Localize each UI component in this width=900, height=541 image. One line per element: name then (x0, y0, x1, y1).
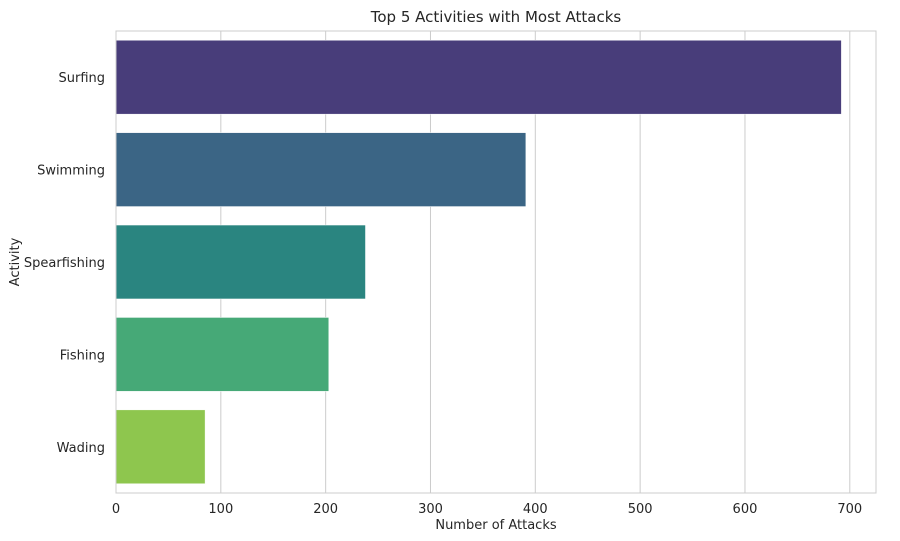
y-tick-label: Spearfishing (24, 256, 105, 271)
bar-wading (115, 409, 206, 485)
y-axis-title: Activity (8, 237, 23, 286)
x-tick-label: 100 (208, 502, 233, 517)
bar-surfing (115, 39, 842, 115)
y-tick-label: Fishing (60, 348, 105, 363)
x-tick-label: 0 (112, 502, 120, 517)
y-tick-labels: Surfing Swimming Spearfishing Fishing Wading (24, 71, 105, 456)
y-tick-label: Swimming (37, 164, 105, 179)
bar-spearfishing (115, 224, 366, 300)
bar-swimming (115, 132, 527, 207)
bars (115, 39, 842, 485)
y-tick-label: Surfing (58, 71, 105, 86)
y-tick-label: Wading (57, 441, 105, 456)
plot-frame (115, 30, 877, 494)
x-tick-labels: 0 100 200 300 400 500 600 700 (112, 502, 862, 517)
x-tick-label: 300 (418, 502, 443, 517)
x-tick-label: 700 (837, 502, 862, 517)
x-tick-label: 600 (733, 502, 758, 517)
x-tick-label: 500 (628, 502, 653, 517)
chart-title: Top 5 Activities with Most Attacks (370, 8, 622, 26)
x-axis-title: Number of Attacks (435, 518, 557, 533)
bar-fishing (115, 317, 330, 392)
x-tick-label: 200 (313, 502, 338, 517)
x-tick-label: 400 (523, 502, 548, 517)
